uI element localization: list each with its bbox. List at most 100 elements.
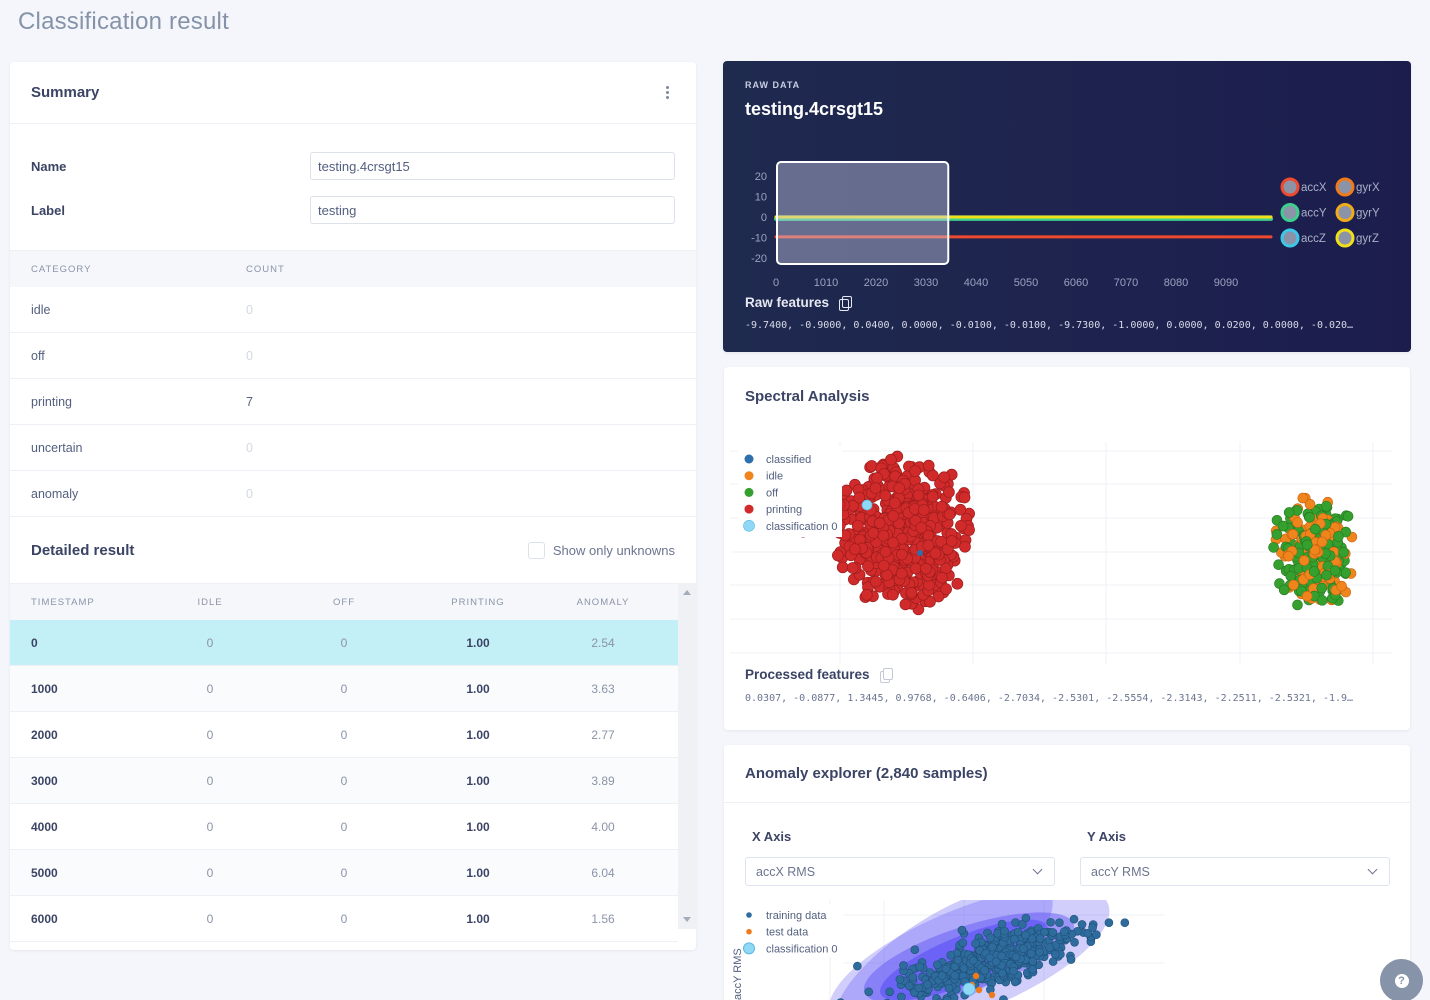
category-table: Category Count idle 0 off 0 printing 7 uncerta… — [10, 250, 696, 517]
data-point-printing — [862, 560, 874, 573]
data-point-training — [1069, 914, 1079, 924]
data-point-training — [1021, 913, 1031, 923]
data-point-printing — [849, 543, 861, 556]
data-point-idle — [1336, 580, 1348, 592]
x-axis-select[interactable]: accX RMS — [745, 857, 1055, 886]
category-name: uncertain — [31, 440, 83, 455]
spectral-scatter-chart[interactable]: classified idle off printing classification … — [724, 442, 1410, 667]
cell-anomaly: 6.04 — [591, 865, 615, 880]
table-scrollbar[interactable] — [678, 583, 696, 929]
table-row[interactable]: 2000 0 0 1.00 2.77 — [10, 712, 678, 758]
data-point-printing — [958, 491, 971, 504]
label-row: Label — [10, 188, 696, 232]
more-options-icon[interactable] — [659, 83, 675, 103]
cell-anomaly: 2.54 — [591, 635, 615, 650]
data-point-training — [915, 962, 925, 972]
data-point-training — [958, 938, 968, 948]
summary-title: Summary — [31, 84, 100, 101]
table-row[interactable]: 1000 0 0 1.00 3.63 — [10, 666, 678, 712]
data-point-printing — [951, 577, 964, 590]
data-point-printing — [922, 539, 935, 552]
copy-icon[interactable] — [839, 295, 853, 311]
copy-icon[interactable] — [879, 667, 893, 683]
data-point-test — [988, 991, 996, 999]
cell-printing: 1.00 — [466, 635, 490, 650]
selection-window — [776, 161, 950, 265]
table-row[interactable]: 0 0 0 1.00 2.54 — [10, 620, 678, 666]
data-point-training — [950, 971, 960, 980]
data-point-training — [968, 956, 978, 965]
data-point-printing — [895, 567, 908, 580]
data-point-printing — [867, 527, 880, 539]
cell-printing: 1.00 — [466, 819, 490, 834]
legend-label: training data — [766, 910, 827, 922]
data-point-printing — [887, 536, 900, 549]
category-name: printing — [31, 394, 72, 409]
data-point-printing — [905, 586, 918, 599]
category-count: 0 — [246, 348, 253, 363]
data-point-off — [1285, 570, 1297, 582]
data-point-training — [1050, 950, 1060, 959]
category-name: off — [31, 348, 45, 363]
table-row[interactable]: 6000 0 0 1.00 1.56 — [10, 896, 678, 942]
data-point-idle — [1292, 517, 1303, 528]
name-input[interactable] — [310, 152, 675, 180]
column-header-printing: Printing — [451, 596, 505, 608]
legend-marker-accY — [1280, 203, 1300, 222]
data-point-off — [1338, 547, 1349, 558]
table-row[interactable]: 4000 0 0 1.00 4.00 — [10, 804, 678, 850]
data-point-printing — [851, 519, 864, 532]
legend-label-accY: accY — [1301, 208, 1327, 220]
data-point-idle — [1316, 536, 1328, 548]
y-axis-select[interactable]: accY RMS — [1080, 857, 1390, 886]
data-point-printing — [915, 521, 928, 534]
x-tick-label: 9090 — [1214, 277, 1238, 289]
table-row[interactable]: 3000 0 0 1.00 3.89 — [10, 758, 678, 804]
help-button[interactable]: ? — [1380, 959, 1423, 1000]
data-point-training — [914, 983, 924, 993]
label-label: Label — [31, 202, 65, 218]
question-icon: ? — [1394, 973, 1409, 988]
column-header-category: Category — [31, 263, 92, 275]
data-point-printing — [909, 465, 921, 477]
data-point-printing — [885, 453, 897, 466]
data-point-printing — [896, 548, 908, 561]
x-tick-label: 1010 — [814, 277, 838, 289]
spectral-analysis-card: Spectral Analysis classified idle off print… — [724, 367, 1410, 730]
summary-form: Name Label — [10, 124, 696, 250]
data-point-printing — [938, 471, 950, 484]
category-row: anomaly 0 — [10, 471, 696, 517]
anomaly-explorer-card: Anomaly explorer (2,840 samples) X Axis … — [724, 745, 1410, 1000]
detailed-result-table: Timestamp Idle Off Printing Anomaly 0001… — [10, 583, 696, 942]
data-point-training — [1035, 947, 1044, 957]
anomaly-title: Anomaly explorer (2,840 samples) — [745, 765, 988, 782]
data-point-off — [1340, 567, 1352, 578]
column-header-off: Off — [333, 596, 355, 608]
data-point-printing — [840, 484, 853, 497]
legend-label-accZ: accZ — [1301, 233, 1326, 245]
column-header-timestamp: Timestamp — [31, 596, 95, 608]
data-point-printing — [873, 517, 886, 530]
label-input[interactable] — [310, 196, 675, 224]
processed-features-values: 0.0307, -0.0877, 1.3445, 0.9768, -0.6406… — [745, 693, 1354, 704]
show-only-unknowns-toggle[interactable]: Show only unknowns — [527, 541, 675, 559]
x-tick-label: 7070 — [1114, 277, 1138, 289]
legend-marker-gyrY — [1335, 203, 1355, 222]
table-row[interactable]: 5000 0 0 1.00 6.04 — [10, 850, 678, 896]
show-only-unknowns-checkbox[interactable] — [527, 541, 545, 559]
processed-features-title: Processed features — [745, 667, 870, 682]
anomaly-scatter-chart[interactable]: training data test data classification 0 ac… — [724, 900, 1410, 1000]
page-title: Classification result — [18, 8, 229, 35]
detailed-table-header: Timestamp Idle Off Printing Anomaly — [10, 583, 678, 620]
detailed-result-title: Detailed result — [31, 541, 135, 559]
data-point-off — [1321, 569, 1332, 581]
raw-data-chart[interactable]: 20 10 0 -10 -20 0 1010 2020 3030 4040 5050 6060 7070… — [723, 151, 1411, 291]
x-tick-label: 3030 — [914, 277, 938, 289]
x-tick-label: 5050 — [1014, 277, 1038, 289]
data-point-training — [897, 992, 906, 1000]
scroll-down-arrow-icon[interactable] — [683, 917, 691, 922]
data-point-off — [1317, 595, 1328, 606]
scroll-up-arrow-icon[interactable] — [683, 590, 691, 595]
cell-timestamp: 5000 — [31, 865, 58, 880]
x-tick-label: 8080 — [1164, 277, 1188, 289]
